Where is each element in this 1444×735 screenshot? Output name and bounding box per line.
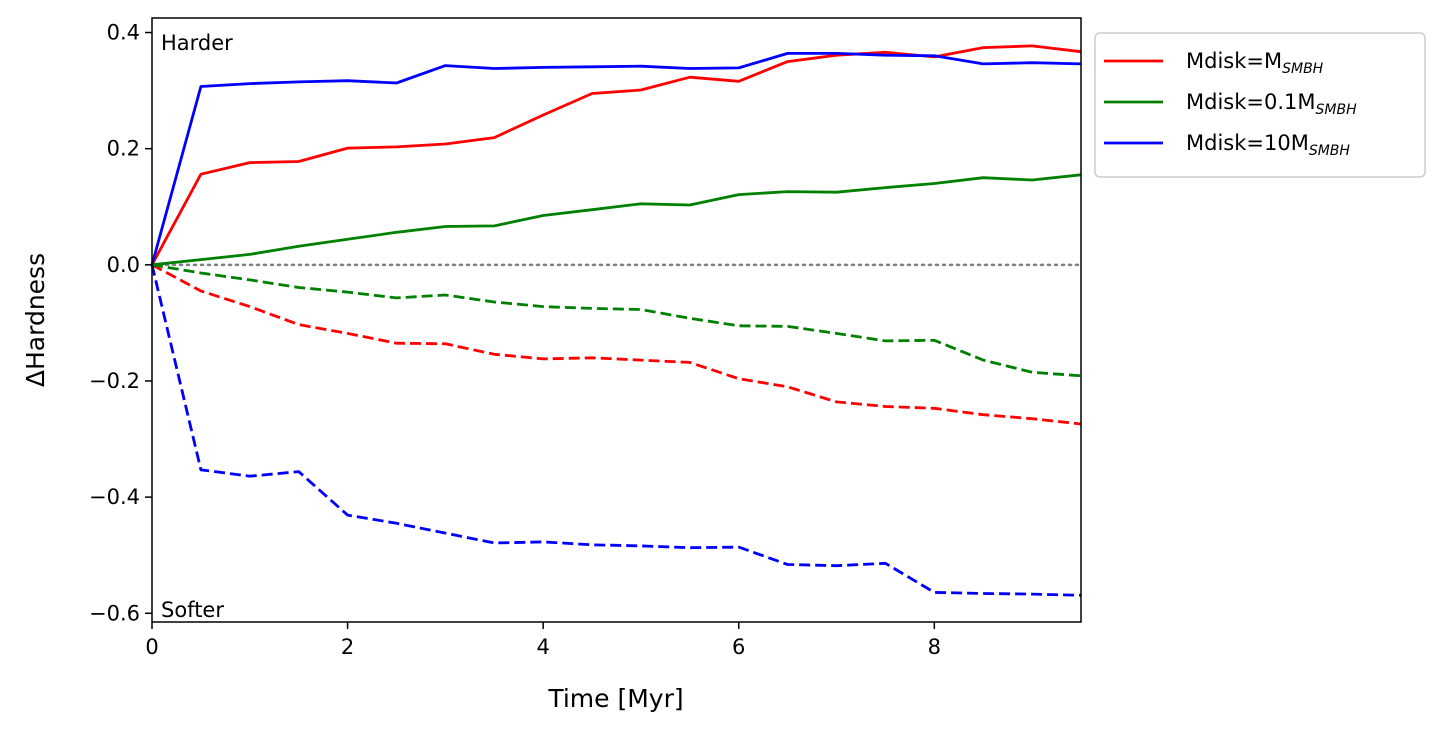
x-tick-label: 8 (928, 635, 941, 659)
legend-label-subscript: SMBH (1316, 102, 1358, 118)
series-line-1-solid (151, 173, 1082, 267)
x-tick-label: 0 (145, 635, 158, 659)
x-tick-label: 4 (536, 635, 549, 659)
y-tick-label: 0.2 (107, 137, 140, 161)
series-line-0-solid (150, 44, 1082, 266)
series-line-5-dashed (150, 264, 1082, 597)
annotation-softer: Softer (161, 598, 224, 622)
axes-layer: 0 2 4 6 8 0.4 0.2 0.0 −0.2 −0.4 −0.6 (89, 21, 941, 659)
plot-frame (151, 17, 1082, 623)
y-tick-label: −0.2 (89, 369, 140, 393)
y-tick-label: −0.4 (89, 485, 140, 509)
x-tick-label: 2 (341, 635, 354, 659)
series-line-2-solid (150, 52, 1082, 266)
legend-label-subscript: SMBH (1309, 143, 1351, 159)
annotation-harder: Harder (161, 31, 233, 55)
y-tick-label: 0.4 (107, 21, 140, 45)
x-axis-label: Time [Myr] (547, 684, 683, 713)
series-line-4-dashed (151, 263, 1082, 378)
x-tick-label: 6 (732, 635, 745, 659)
legend-box (1094, 32, 1426, 178)
plot-layer (150, 44, 1083, 597)
series-line-3-dashed (151, 263, 1082, 426)
y-axis-label: ΔHardness (21, 253, 50, 387)
y-tick-label: 0.0 (107, 253, 140, 277)
legend-label-subscript: SMBH (1282, 61, 1324, 77)
y-tick-label: −0.6 (89, 601, 140, 625)
